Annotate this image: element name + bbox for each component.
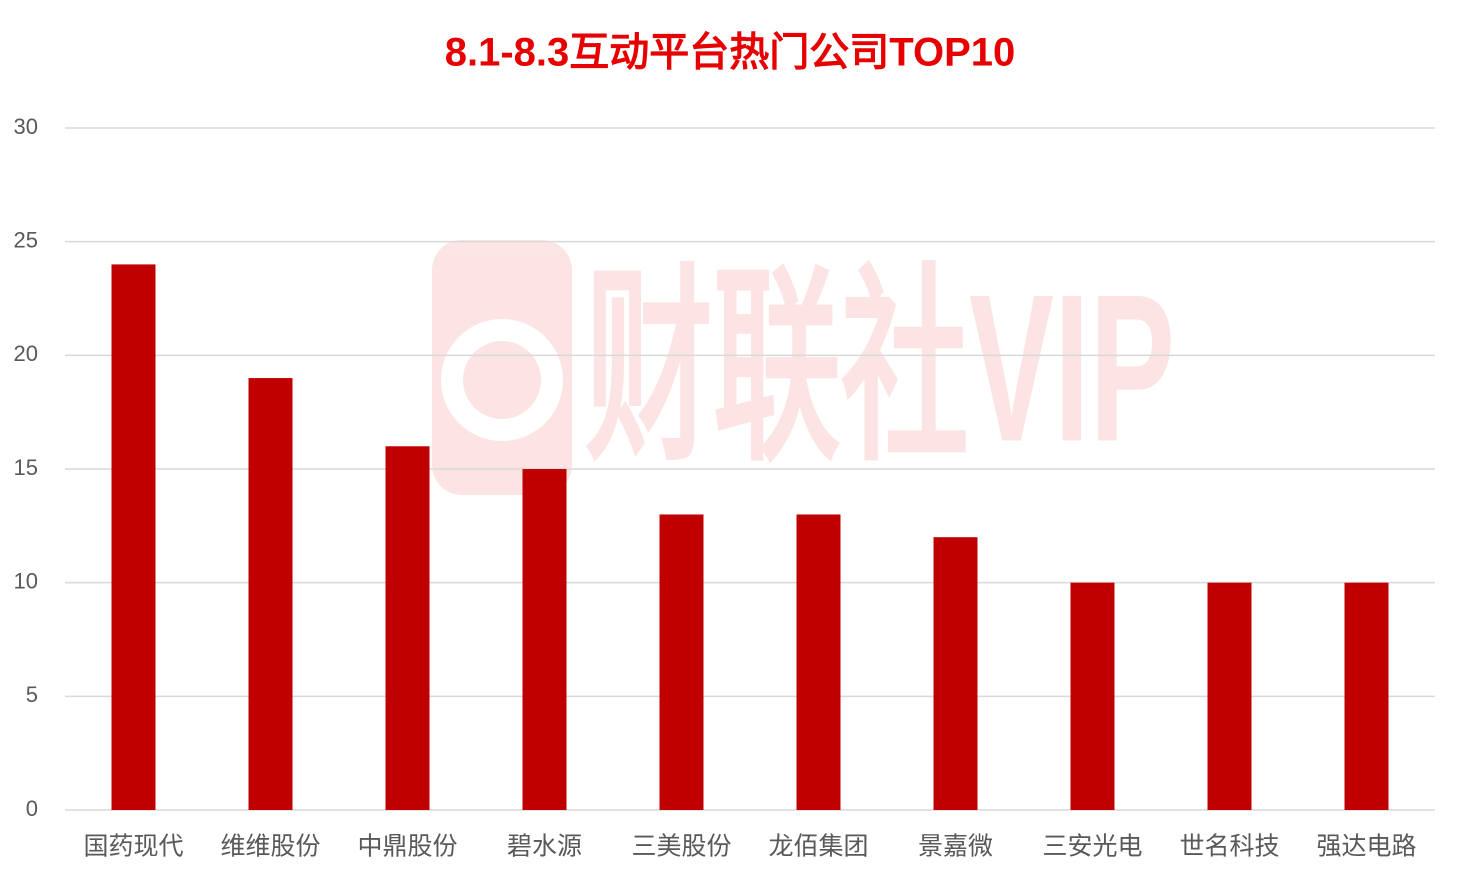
bar	[1207, 582, 1252, 810]
x-tick-label: 维维股份	[220, 833, 320, 861]
x-tick-label: 国药现代	[83, 833, 183, 861]
x-tick-label: 三安光电	[1042, 833, 1142, 861]
bar	[933, 537, 978, 810]
bar	[248, 378, 293, 810]
bar	[659, 514, 704, 810]
bar	[522, 469, 567, 810]
watermark-logo	[432, 240, 572, 495]
x-tick-label: 龙佰集团	[768, 833, 868, 861]
bar	[796, 514, 841, 810]
x-tick-label: 中鼎股份	[357, 833, 457, 861]
x-tick-label: 强达电路	[1316, 833, 1416, 861]
bar	[1344, 582, 1389, 810]
y-tick-label: 20	[14, 341, 38, 366]
bar	[385, 446, 430, 810]
bar	[1070, 582, 1115, 810]
watermark: 财联社VIP	[585, 250, 1175, 485]
y-tick-label: 25	[14, 227, 38, 252]
x-tick-label: 景嘉微	[918, 833, 993, 861]
x-tick-label: 三美股份	[631, 833, 731, 861]
y-tick-label: 0	[26, 796, 38, 821]
y-tick-label: 30	[14, 114, 38, 139]
y-tick-label: 15	[14, 455, 38, 480]
y-tick-label: 5	[26, 682, 38, 707]
x-tick-label: 世名科技	[1179, 833, 1279, 861]
chart-title: 8.1-8.3互动平台热门公司TOP10	[445, 31, 1016, 75]
x-tick-label: 碧水源	[507, 833, 582, 861]
bar	[111, 264, 156, 810]
y-tick-label: 10	[14, 568, 38, 593]
